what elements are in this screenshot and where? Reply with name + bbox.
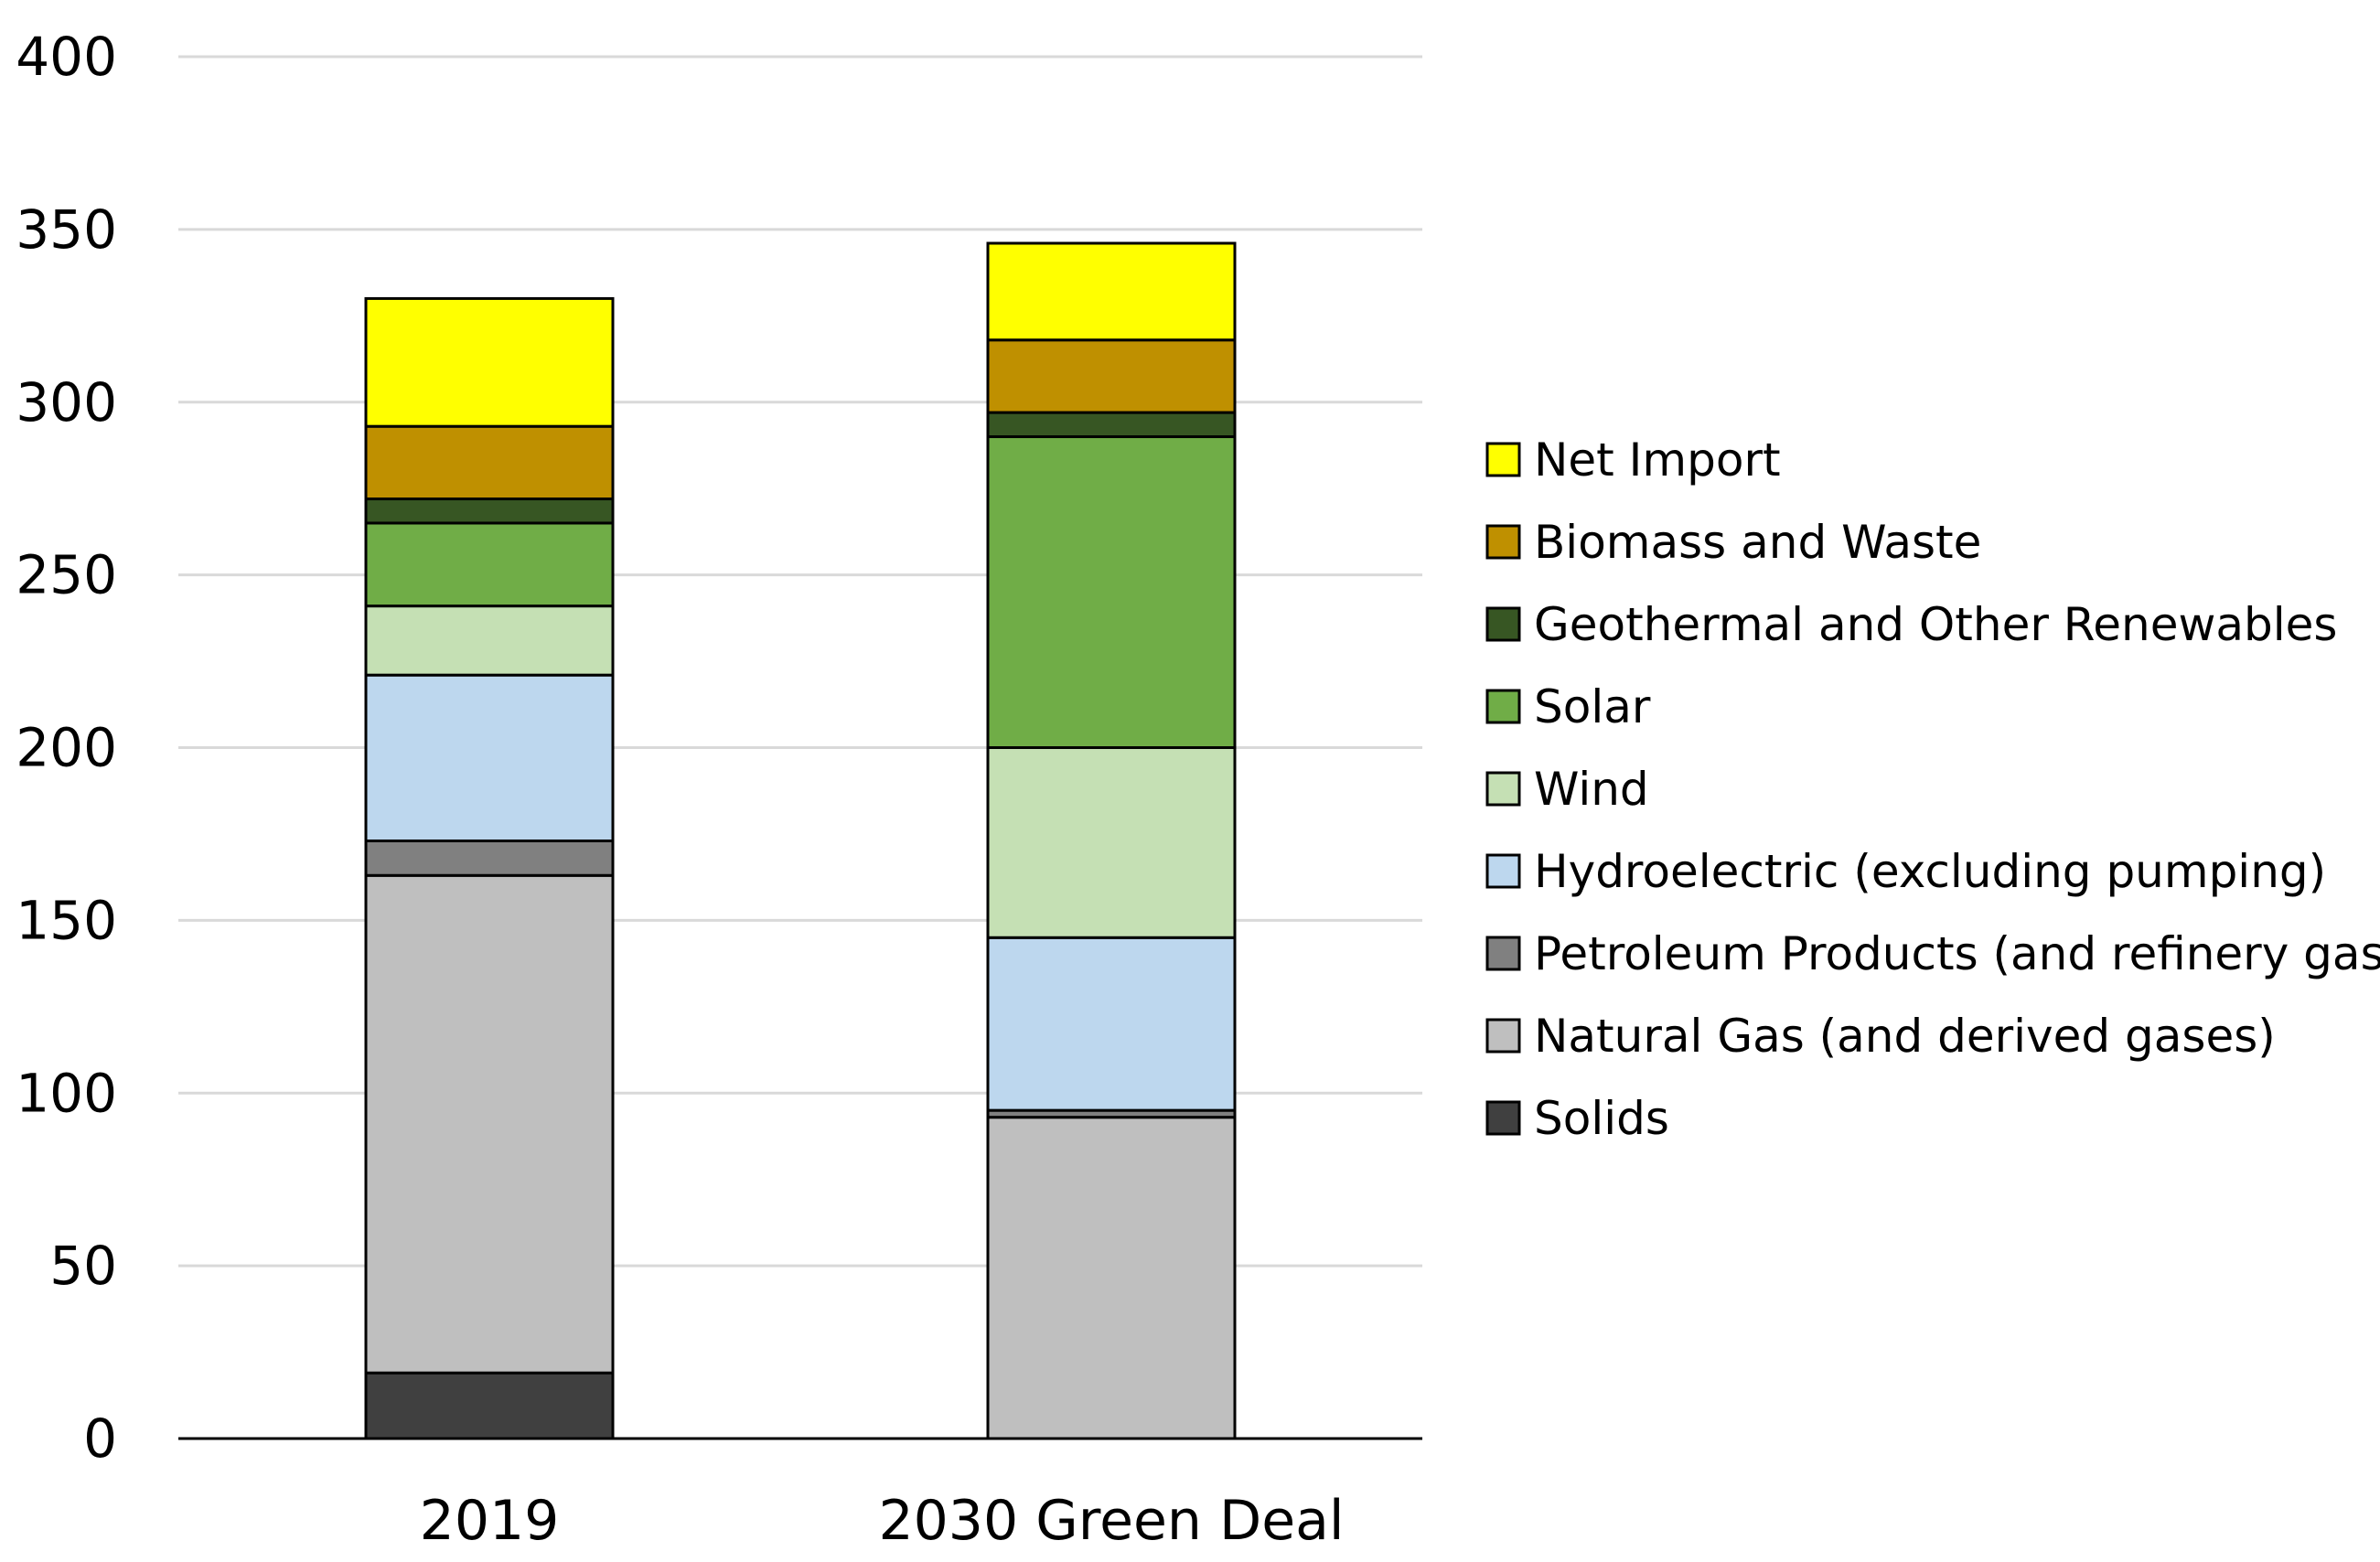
x-axis-labels: 2019 2030 Green Deal: [420, 1489, 1345, 1553]
legend: Net Import Biomass and Waste Geothermal an…: [1485, 433, 2380, 1145]
legend-swatch: [1485, 771, 1521, 807]
legend-label: Natural Gas (and derived gases): [1534, 1010, 2276, 1063]
bar-segment: [364, 521, 615, 608]
y-tick-label: 200: [16, 717, 117, 779]
legend-label: Solids: [1534, 1092, 1669, 1145]
bar-segment: [986, 338, 1237, 414]
legend-swatch: [1485, 936, 1521, 971]
legend-label: Geothermal and Other Renewables: [1534, 598, 2337, 651]
y-axis-ticks: 0 50 100 150 200 250 300 350 400: [16, 26, 117, 1470]
bars: [364, 241, 1237, 1440]
y-tick-label: 100: [16, 1062, 117, 1124]
legend-label: Hydroelectric (excluding pumping): [1534, 845, 2326, 898]
y-tick-label: 250: [16, 544, 117, 606]
y-tick-label: 0: [83, 1407, 117, 1470]
legend-swatch: [1485, 1018, 1521, 1054]
legend-swatch: [1485, 1100, 1521, 1136]
bar-segment: [986, 411, 1237, 439]
y-tick-label: 300: [16, 371, 117, 433]
bar-segment: [986, 435, 1237, 749]
legend-swatch: [1485, 853, 1521, 889]
y-tick-label: 50: [49, 1235, 117, 1297]
legend-label: Biomass and Waste: [1534, 516, 1981, 569]
legend-label: Wind: [1534, 763, 1649, 816]
y-tick-label: 150: [16, 889, 117, 951]
legend-swatch: [1485, 524, 1521, 560]
bar-segment: [986, 241, 1237, 342]
bar-segment: [364, 673, 615, 842]
bar-segment: [986, 746, 1237, 939]
legend-label: Net Import: [1534, 433, 1781, 487]
legend-swatch: [1485, 689, 1521, 724]
legend-label: Petroleum Products (and refinery gas): [1534, 927, 2380, 980]
bar-segment: [364, 497, 615, 525]
bar-segment: [986, 936, 1237, 1112]
bar-segment: [364, 839, 615, 877]
y-tick-label: 350: [16, 198, 117, 261]
bar-segment: [364, 604, 615, 677]
bar-segment: [364, 296, 615, 428]
bar-segment: [364, 1371, 615, 1440]
bar-segment: [364, 873, 615, 1375]
bar-segment: [986, 1116, 1237, 1440]
legend-label: Solar: [1534, 680, 1651, 733]
legend-swatch: [1485, 442, 1521, 477]
y-tick-label: 400: [16, 26, 117, 88]
bar-segment: [364, 424, 615, 501]
x-category-label: 2030 Green Deal: [878, 1489, 1344, 1553]
legend-swatch: [1485, 606, 1521, 642]
x-category-label: 2019: [420, 1489, 560, 1553]
